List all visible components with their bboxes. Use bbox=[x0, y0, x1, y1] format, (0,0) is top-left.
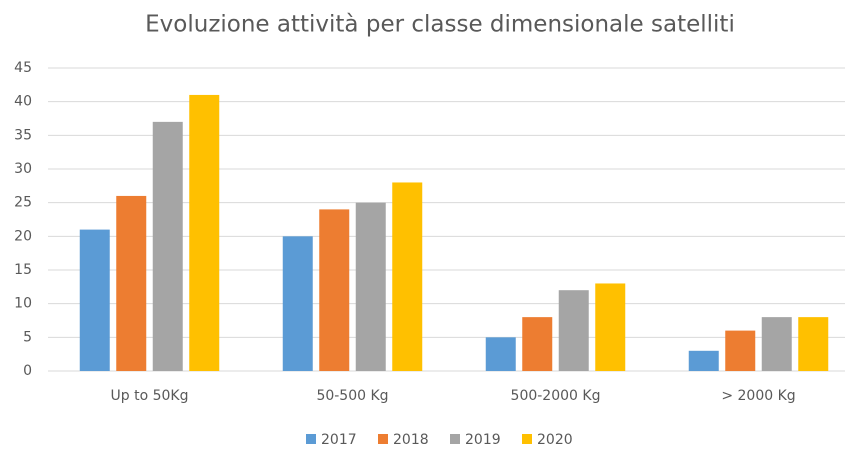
x-tick-label: 50-500 Kg bbox=[316, 388, 388, 404]
y-tick-label: 40 bbox=[14, 94, 32, 110]
y-tick-label: 15 bbox=[14, 262, 32, 278]
bar bbox=[595, 283, 626, 371]
bar bbox=[522, 317, 553, 371]
x-tick-label: Up to 50Kg bbox=[111, 388, 189, 404]
bar bbox=[116, 195, 147, 371]
bar bbox=[282, 236, 313, 371]
legend-swatch bbox=[450, 434, 460, 444]
bar bbox=[319, 209, 350, 371]
y-tick-label: 35 bbox=[14, 127, 32, 143]
y-tick-label: 20 bbox=[14, 228, 32, 244]
y-tick-label: 5 bbox=[23, 329, 32, 345]
bar bbox=[688, 350, 719, 371]
bar bbox=[725, 330, 756, 371]
legend-label: 2020 bbox=[537, 432, 573, 448]
x-tick-label: 500-2000 Kg bbox=[511, 388, 601, 404]
legend-swatch bbox=[378, 434, 388, 444]
y-tick-label: 30 bbox=[14, 161, 32, 177]
x-tick-label: > 2000 Kg bbox=[721, 388, 795, 404]
bar bbox=[79, 229, 110, 371]
legend-label: 2018 bbox=[393, 432, 429, 448]
bar bbox=[152, 121, 183, 371]
bar bbox=[798, 317, 829, 371]
bar bbox=[761, 317, 792, 371]
legend-swatch bbox=[522, 434, 532, 444]
chart-title: Evoluzione attività per classe dimension… bbox=[145, 12, 735, 38]
bar bbox=[558, 290, 589, 371]
y-tick-label: 0 bbox=[23, 363, 32, 379]
bar bbox=[355, 202, 386, 371]
y-tick-label: 25 bbox=[14, 195, 32, 211]
bar bbox=[485, 337, 516, 371]
y-tick-label: 10 bbox=[14, 296, 32, 312]
legend-label: 2017 bbox=[321, 432, 357, 448]
legend-label: 2019 bbox=[465, 432, 501, 448]
y-tick-label: 45 bbox=[14, 60, 32, 76]
bar bbox=[392, 182, 423, 371]
bar bbox=[189, 94, 220, 371]
legend-swatch bbox=[306, 434, 316, 444]
